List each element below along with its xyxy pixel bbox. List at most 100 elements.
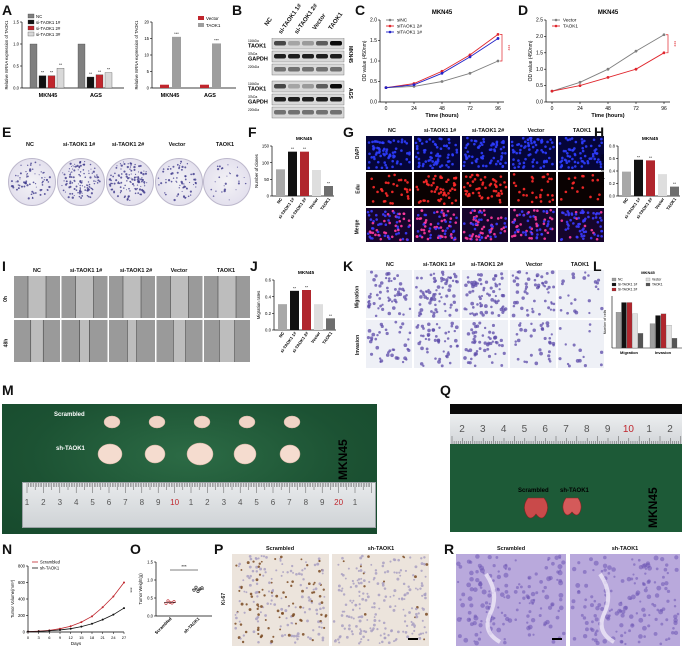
- cell-nucleus: [369, 218, 373, 221]
- cell-nucleus: [439, 191, 443, 194]
- ihc-nucleus: [425, 563, 429, 566]
- ihc-nucleus: [357, 616, 360, 619]
- colony-dot: [81, 192, 83, 194]
- cell-nucleus: [531, 145, 535, 149]
- cell-nucleus: [582, 237, 585, 240]
- cell-nucleus: [546, 231, 550, 235]
- colony-dot: [64, 176, 67, 180]
- bar: [276, 169, 285, 196]
- y-tick-label: 100: [262, 160, 270, 165]
- ihc-nucleus: [423, 638, 426, 641]
- cell-nucleus: [406, 195, 410, 198]
- he-nucleus: [469, 603, 474, 608]
- y-tick-label: 10: [144, 53, 149, 58]
- cell-nucleus: [378, 150, 381, 153]
- cell-nucleus: [442, 214, 446, 217]
- cell-nucleus: [599, 165, 603, 169]
- ruler-number: 2: [459, 424, 465, 435]
- colony-dot: [43, 179, 45, 181]
- cell-stain: [378, 331, 381, 334]
- cell-nucleus: [407, 225, 411, 229]
- cell-stain: [419, 308, 424, 312]
- ihc-nucleus: [351, 608, 355, 611]
- cell-stain: [440, 364, 444, 368]
- ihc-nucleus: [334, 638, 337, 641]
- he-nucleus: [647, 565, 652, 571]
- cell-nucleus: [385, 148, 389, 151]
- legend-label: TAOK1: [563, 24, 578, 29]
- cell-nucleus: [489, 230, 492, 234]
- he-nucleus: [547, 605, 553, 610]
- he-nucleus: [556, 578, 559, 581]
- cell-nucleus: [477, 165, 480, 168]
- cell-nucleus: [593, 149, 597, 152]
- cell-stain: [445, 278, 449, 282]
- colony-dot: [137, 192, 140, 195]
- he-nucleus: [488, 602, 491, 605]
- ihc-nucleus: [259, 635, 263, 639]
- colony-dot: [40, 171, 42, 173]
- cell-nucleus: [473, 178, 477, 181]
- he-nucleus: [633, 563, 636, 566]
- ihc-nucleus: [256, 607, 259, 611]
- cell-stain: [371, 332, 376, 337]
- he-nucleus: [477, 563, 482, 568]
- ihc-nucleus: [248, 565, 252, 569]
- he-nucleus: [503, 596, 506, 599]
- ihc-nucleus: [287, 605, 290, 608]
- cell-nucleus: [370, 209, 373, 213]
- ihc-nucleus: [292, 571, 295, 574]
- cell-nucleus: [423, 225, 427, 228]
- cell-stain: [525, 292, 529, 295]
- data-point: [27, 630, 29, 633]
- colony-dot: [91, 172, 93, 174]
- cell-stain: [450, 321, 454, 326]
- ihc-nucleus: [408, 588, 412, 592]
- y-tick-label: 0.0: [609, 194, 616, 199]
- transwell-images: [366, 270, 604, 368]
- he-nucleus: [477, 637, 482, 641]
- cell-nucleus: [568, 138, 572, 141]
- cell-stain: [500, 276, 504, 280]
- cell-stain: [465, 293, 469, 297]
- cell-nucleus: [471, 191, 475, 195]
- wb-strip: [271, 38, 345, 50]
- cell-stain: [530, 322, 533, 326]
- cell-stain: [487, 336, 490, 339]
- cell-nucleus: [567, 211, 570, 215]
- cell-nucleus: [371, 227, 375, 230]
- cell-nucleus: [542, 165, 546, 168]
- cell-nucleus: [431, 140, 435, 143]
- cell-nucleus: [582, 210, 585, 214]
- cell-stain: [375, 293, 379, 297]
- cell-nucleus: [577, 222, 580, 226]
- colony-dot: [93, 167, 96, 170]
- cell-stain: [432, 272, 436, 275]
- cell-nucleus: [520, 144, 523, 148]
- ihc-nucleus: [257, 605, 260, 608]
- he-nucleus: [665, 618, 669, 622]
- cell-stain: [420, 346, 424, 351]
- edu-col-vector: Vector: [527, 128, 545, 134]
- ihc-nucleus: [337, 584, 341, 588]
- cell-stain: [419, 334, 423, 337]
- data-point: [468, 55, 472, 59]
- cell-stain: [584, 271, 587, 274]
- he-nucleus: [638, 634, 643, 639]
- ruler-number: 9: [605, 424, 611, 435]
- ihc-nucleus: [294, 622, 297, 625]
- cell-nucleus: [564, 149, 567, 153]
- ruler-number: 9: [320, 498, 325, 507]
- he-images: Scrambled sh-TAOK1: [456, 546, 682, 648]
- panel-label-a: A: [2, 2, 13, 18]
- he-nucleus: [558, 605, 564, 611]
- wound-col-si2: si-TAOK1 2#: [119, 268, 153, 274]
- cell-nucleus: [429, 158, 432, 162]
- cell-nucleus: [429, 164, 432, 168]
- ihc-nucleus: [256, 615, 260, 619]
- cell-nucleus: [518, 213, 521, 216]
- wb-protein-label: TAOK1: [248, 87, 266, 93]
- y-tick-label: 0.0: [536, 100, 543, 106]
- ruler-m-ticks: 1 2 3 4 5 6 7 8 9 10 1 2 3 4 5 6 7 8 9 20 1: [25, 483, 372, 507]
- ihc-nucleus: [294, 641, 297, 644]
